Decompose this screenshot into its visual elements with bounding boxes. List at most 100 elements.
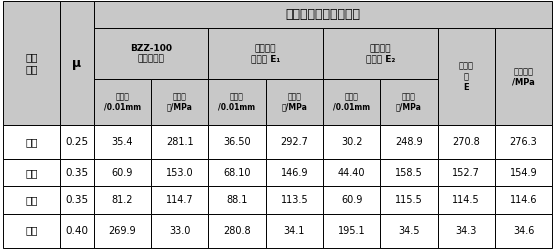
Bar xyxy=(151,159,208,187)
Bar xyxy=(437,28,495,125)
Text: 土石: 土石 xyxy=(25,195,38,205)
Bar xyxy=(266,125,323,159)
Bar xyxy=(495,187,552,214)
Bar xyxy=(266,214,323,248)
Bar xyxy=(208,214,266,248)
Text: 灰土: 灰土 xyxy=(25,137,38,147)
Text: 弯沉值
/0.01mm: 弯沉值 /0.01mm xyxy=(219,92,255,112)
Bar xyxy=(151,79,208,125)
Text: 248.9: 248.9 xyxy=(395,137,423,147)
Bar xyxy=(323,28,437,79)
Bar xyxy=(323,159,380,187)
Bar xyxy=(208,125,266,159)
Bar xyxy=(151,214,208,248)
Text: 双后轴车
轮隙间 E₁: 双后轴车 轮隙间 E₁ xyxy=(251,44,280,63)
Bar xyxy=(3,187,60,214)
Bar xyxy=(266,159,323,187)
Bar xyxy=(94,1,552,28)
Text: 0.35: 0.35 xyxy=(65,195,88,205)
Text: 115.5: 115.5 xyxy=(395,195,423,205)
Bar xyxy=(94,79,151,125)
Bar xyxy=(495,125,552,159)
Bar xyxy=(437,125,495,159)
Text: 269.9: 269.9 xyxy=(108,226,136,236)
Text: 60.9: 60.9 xyxy=(112,168,133,178)
Text: 114.7: 114.7 xyxy=(166,195,194,205)
Bar xyxy=(380,79,437,125)
Text: 60.9: 60.9 xyxy=(341,195,362,205)
Bar xyxy=(60,125,94,159)
Bar xyxy=(208,79,266,125)
Text: BZZ-100
标准检测车: BZZ-100 标准检测车 xyxy=(130,44,172,63)
Text: 0.25: 0.25 xyxy=(65,137,88,147)
Text: 弯沉值
/0.01mm: 弯沉值 /0.01mm xyxy=(333,92,370,112)
Bar xyxy=(60,1,94,125)
Text: 153.0: 153.0 xyxy=(166,168,194,178)
Bar xyxy=(151,125,208,159)
Text: 34.3: 34.3 xyxy=(456,226,477,236)
Bar xyxy=(94,187,151,214)
Text: 68.10: 68.10 xyxy=(223,168,251,178)
Text: 双后轴车
轮内侧 E₂: 双后轴车 轮内侧 E₂ xyxy=(366,44,395,63)
Text: 292.7: 292.7 xyxy=(280,137,308,147)
Text: 195.1: 195.1 xyxy=(338,226,365,236)
Bar xyxy=(323,187,380,214)
Text: 280.8: 280.8 xyxy=(223,226,251,236)
Text: 路基回弹模量测试方法: 路基回弹模量测试方法 xyxy=(285,8,360,21)
Text: 146.9: 146.9 xyxy=(280,168,308,178)
Text: 黄土: 黄土 xyxy=(25,226,38,236)
Text: 34.1: 34.1 xyxy=(284,226,305,236)
Text: 34.6: 34.6 xyxy=(513,226,534,236)
Text: 0.35: 0.35 xyxy=(65,168,88,178)
Text: 回弹模
量/MPa: 回弹模 量/MPa xyxy=(281,92,307,112)
Text: 81.2: 81.2 xyxy=(112,195,133,205)
Text: 44.40: 44.40 xyxy=(338,168,365,178)
Text: 276.3: 276.3 xyxy=(509,137,537,147)
Bar xyxy=(437,159,495,187)
Bar xyxy=(60,159,94,187)
Bar xyxy=(380,214,437,248)
Text: 33.0: 33.0 xyxy=(169,226,190,236)
Text: 弯沉值
/0.01mm: 弯沉值 /0.01mm xyxy=(104,92,141,112)
Bar xyxy=(94,125,151,159)
Bar xyxy=(495,159,552,187)
Text: 154.9: 154.9 xyxy=(509,168,537,178)
Bar xyxy=(94,28,208,79)
Bar xyxy=(94,159,151,187)
Text: 270.8: 270.8 xyxy=(452,137,480,147)
Bar xyxy=(3,1,60,125)
Bar xyxy=(323,79,380,125)
Bar xyxy=(266,79,323,125)
Text: 114.5: 114.5 xyxy=(452,195,480,205)
Text: μ: μ xyxy=(72,57,82,70)
Bar xyxy=(208,28,323,79)
Bar xyxy=(380,125,437,159)
Bar xyxy=(208,159,266,187)
Text: 34.5: 34.5 xyxy=(398,226,420,236)
Bar xyxy=(495,214,552,248)
Text: 0.40: 0.40 xyxy=(65,226,88,236)
Bar xyxy=(437,214,495,248)
Text: 回弹模
量/MPa: 回弹模 量/MPa xyxy=(396,92,422,112)
Text: 152.7: 152.7 xyxy=(452,168,480,178)
Bar xyxy=(3,159,60,187)
Text: 双后轴
车
E: 双后轴 车 E xyxy=(459,62,474,92)
Bar xyxy=(323,125,380,159)
Bar xyxy=(323,214,380,248)
Bar xyxy=(3,214,60,248)
Bar xyxy=(60,214,94,248)
Text: 砂砾: 砂砾 xyxy=(25,168,38,178)
Bar xyxy=(266,187,323,214)
Text: 路基
填料: 路基 填料 xyxy=(25,52,38,74)
Bar xyxy=(437,187,495,214)
Bar xyxy=(495,28,552,125)
Bar xyxy=(208,187,266,214)
Text: 回弹模
量/MPa: 回弹模 量/MPa xyxy=(166,92,193,112)
Bar xyxy=(60,187,94,214)
Bar xyxy=(380,187,437,214)
Text: 113.5: 113.5 xyxy=(280,195,308,205)
Text: 36.50: 36.50 xyxy=(223,137,251,147)
Text: 114.6: 114.6 xyxy=(510,195,537,205)
Bar xyxy=(151,187,208,214)
Bar xyxy=(380,159,437,187)
